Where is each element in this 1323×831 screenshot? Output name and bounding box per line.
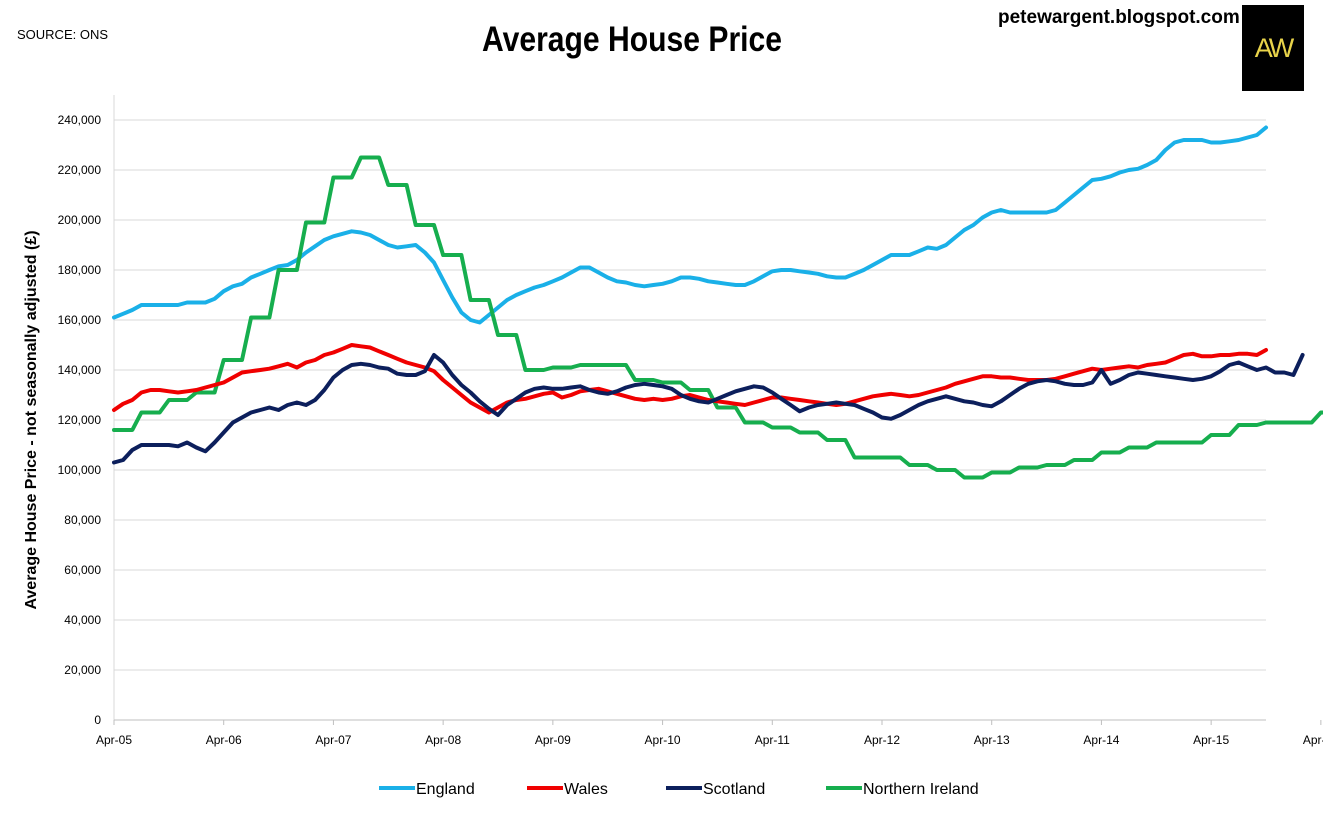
y-tick-label: 140,000 xyxy=(58,363,102,377)
y-tick-label: 120,000 xyxy=(58,413,102,427)
x-tick-label: Apr-14 xyxy=(1083,733,1119,747)
legend-label: Scotland xyxy=(703,781,765,798)
y-axis-label: Average House Price - not seasonally adj… xyxy=(23,230,40,609)
series-line-northern-ireland xyxy=(112,155,1323,480)
chart-title: Average House Price xyxy=(481,20,783,59)
aw-logo: AW xyxy=(1242,5,1304,91)
series-lines xyxy=(112,125,1323,480)
legend: England Wales Scotland Northern Ireland xyxy=(379,781,979,798)
x-tick-label: Apr-15 xyxy=(1193,733,1229,747)
y-tick-label: 20,000 xyxy=(64,663,101,677)
x-tick-label: Apr-10 xyxy=(645,733,681,747)
y-tick-label: 240,000 xyxy=(58,113,102,127)
y-tick-label: 80,000 xyxy=(64,513,101,527)
y-tick-label: 40,000 xyxy=(64,613,101,627)
y-tick-labels: 0 20,000 40,000 60,000 80,000 100,000 120,000 1… xyxy=(58,113,102,727)
legend-label: Northern Ireland xyxy=(863,781,979,798)
x-tick-label: Apr-16 xyxy=(1303,733,1323,747)
series-line-scotland xyxy=(112,353,1305,465)
x-tick-label: Apr-05 xyxy=(96,733,132,747)
y-tick-label: 200,000 xyxy=(58,213,102,227)
x-tick-labels: Apr-05 Apr-06 Apr-07 Apr-08 Apr-09 Apr-10 Apr-… xyxy=(96,733,1323,747)
x-tick-label: Apr-08 xyxy=(425,733,461,747)
aw-logo-text: AW xyxy=(1254,32,1294,63)
y-tick-label: 180,000 xyxy=(58,263,102,277)
y-tick-label: 60,000 xyxy=(64,563,101,577)
legend-label: England xyxy=(416,781,475,798)
source-note: SOURCE: ONS xyxy=(17,27,109,42)
series-line-england xyxy=(112,125,1268,325)
legend-label: Wales xyxy=(564,781,608,798)
blog-url: petewargent.blogspot.com xyxy=(998,7,1240,28)
y-tick-label: 160,000 xyxy=(58,313,102,327)
y-tick-label: 220,000 xyxy=(58,163,102,177)
y-tick-label: 0 xyxy=(94,713,101,727)
x-tick-label: Apr-06 xyxy=(206,733,242,747)
x-tick-label: Apr-11 xyxy=(755,733,790,747)
x-tick-label: Apr-13 xyxy=(974,733,1010,747)
series-line-wales xyxy=(112,343,1268,415)
x-tick-label: Apr-09 xyxy=(535,733,571,747)
y-tick-label: 100,000 xyxy=(58,463,102,477)
gridlines xyxy=(113,95,1322,725)
x-tick-label: Apr-07 xyxy=(315,733,351,747)
x-tick-label: Apr-12 xyxy=(864,733,900,747)
